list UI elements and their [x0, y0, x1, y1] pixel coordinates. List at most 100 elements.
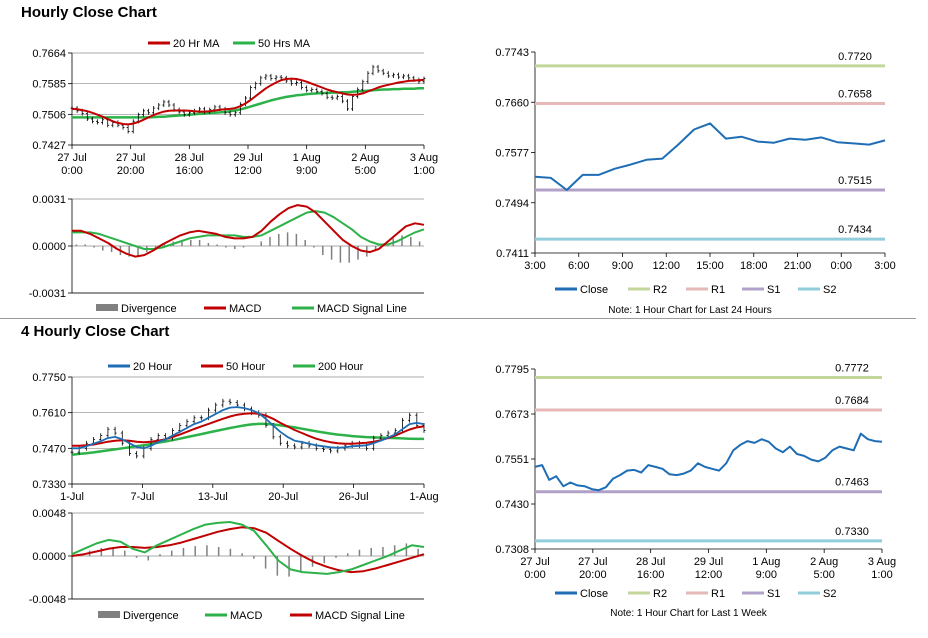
- hourly_levels-xtick-label: 3:00: [874, 260, 895, 272]
- four_hourly_levels-level-label-s1: 0.7463: [835, 477, 869, 489]
- four_hourly_price-ytick-label: 0.7330: [32, 479, 66, 491]
- hourly_levels-ytick-label: 0.7577: [495, 148, 529, 160]
- hourly_price-xtick-label-time: 12:00: [234, 165, 262, 177]
- four_hourly_macd-ytick-label: 0.0048: [32, 508, 66, 520]
- four_hourly_levels-xtick-label-time: 9:00: [756, 569, 777, 581]
- hourly_levels-legend-label-r2: R2: [653, 284, 667, 296]
- hourly_price-xtick-label: 27 Jul: [57, 152, 86, 164]
- hourly_macd-plot: 0.0031 0.0000 -0.0031 Divergence MACD MACD Si…: [29, 194, 425, 315]
- hourly_levels-legend-label-s2: S2: [823, 284, 836, 296]
- four_hourly_levels-xtick-label: 27 Jul: [520, 556, 549, 568]
- hourly_macd-series-macd: [72, 204, 425, 258]
- four_hourly_price-legend-label-20-hour: 20 Hour: [133, 361, 172, 373]
- four_hourly_levels-legend-label-r1: R1: [711, 588, 725, 600]
- hourly_price-xtick-label-time: 9:00: [296, 165, 317, 177]
- four_hourly_levels-level-label-r1: 0.7684: [835, 395, 869, 407]
- four_hourly_macd-series-macd: [71, 521, 425, 575]
- section-divider: [0, 318, 916, 319]
- hourly_levels-level-label-r2: 0.7720: [838, 51, 872, 63]
- four_hourly_macd-legend-label-divergence: Divergence: [123, 610, 179, 622]
- hourly_macd-legend-swatch-divergence: [96, 304, 118, 311]
- four_hourly_price-ytick-label: 0.7750: [32, 372, 66, 384]
- hourly_levels-xtick-label: 9:00: [612, 260, 633, 272]
- hourly_levels-xtick-label: 0:00: [831, 260, 852, 272]
- hourly_macd-ytick-label: 0.0000: [32, 241, 66, 253]
- hourly_levels-xtick-label: 6:00: [568, 260, 589, 272]
- four_hourly_levels-plot: 0.7795 0.7673 0.7551 0.7430 0.7308 0.7772 0.76…: [495, 363, 896, 619]
- four_hourly_price-legend-label-200-hour: 200 Hour: [318, 361, 364, 373]
- four_hourly_price-series-200-hour: [71, 422, 424, 456]
- four_hourly_levels-xtick-label-time: 16:00: [637, 569, 665, 581]
- hourly_levels-ytick-label: 0.7411: [496, 248, 529, 260]
- four_hourly_levels-xtick-label-time: 5:00: [813, 569, 834, 581]
- hourly_levels-ytick-label: 0.7660: [495, 97, 529, 109]
- hourly_levels-ytick-label: 0.7494: [495, 198, 529, 210]
- four_hourly_levels-ytick-label: 0.7795: [495, 364, 529, 376]
- hourly_levels-xtick-label: 3:00: [524, 260, 545, 272]
- four_hourly_levels-legend-label-s2: S2: [823, 588, 836, 600]
- four_hourly_macd-legend-swatch-divergence: [98, 611, 120, 618]
- hourly-section-title: Hourly Close Chart: [21, 4, 157, 21]
- four_hourly_levels-xtick-label-time: 0:00: [524, 569, 545, 581]
- hourly_levels-series-close: [534, 122, 886, 191]
- hourly_levels-legend-label-close: Close: [580, 284, 608, 296]
- four_hourly_price-xtick-label: 26-Jul: [339, 491, 369, 503]
- four_hourly_levels-xtick-label: 2 Aug: [810, 556, 838, 568]
- hourly_macd-legend-label-macd: MACD: [229, 303, 261, 315]
- hourly_levels-note: Note: 1 Hour Chart for Last 24 Hours: [608, 305, 771, 316]
- hourly_price-xtick-label: 1 Aug: [293, 152, 321, 164]
- hourly_levels-legend-label-r1: R1: [711, 284, 725, 296]
- four_hourly_macd-ytick-label: 0.0000: [32, 551, 66, 563]
- four_hourly_macd-ytick-label: -0.0048: [29, 594, 66, 606]
- four_hourly_price-xtick-label: 1-Aug: [409, 491, 438, 503]
- hourly_price-xtick-label-time: 0:00: [61, 165, 82, 177]
- four_hourly_price-series-20-hour: [72, 406, 425, 450]
- hourly_levels-level-label-s1: 0.7515: [838, 175, 872, 187]
- hourly_price-ytick-label: 0.7506: [32, 109, 66, 121]
- four_hourly_price-legend-label-50-hour: 50 Hour: [226, 361, 265, 373]
- four_hourly_levels-series-close: [534, 432, 883, 492]
- hourly_price-xtick-label: 2 Aug: [351, 152, 379, 164]
- four_hourly_price-xtick-label: 13-Jul: [198, 491, 228, 503]
- hourly_levels-level-label-r1: 0.7658: [838, 88, 872, 100]
- four-hourly-section-title: 4 Hourly Close Chart: [21, 323, 170, 340]
- four_hourly_levels-note: Note: 1 Hour Chart for Last 1 Week: [610, 608, 768, 619]
- four_hourly_price-xtick-label: 7-Jul: [130, 491, 154, 503]
- hourly_price-ytick-label: 0.7585: [32, 79, 66, 91]
- four_hourly_levels-xtick-label: 28 Jul: [636, 556, 665, 568]
- four_hourly_levels-level-label-s2: 0.7330: [835, 526, 869, 538]
- hourly_levels-xtick-label: 15:00: [696, 260, 724, 272]
- hourly_levels-xtick-label: 12:00: [652, 260, 680, 272]
- hourly_levels-xtick-label: 18:00: [740, 260, 768, 272]
- four_hourly_price-xtick-label: 1-Jul: [60, 491, 84, 503]
- four_hourly_macd-plot: 0.0048 0.0000 -0.0048 Divergence MACD MACD Si…: [29, 508, 425, 622]
- four_hourly_levels-ytick-label: 0.7308: [495, 544, 529, 556]
- four_hourly_levels-xtick-label: 1 Aug: [752, 556, 780, 568]
- hourly_price-ytick-label: 0.7427: [32, 140, 66, 152]
- hourly_macd-ytick-label: -0.0031: [29, 288, 66, 300]
- four_hourly_price-ytick-label: 0.7470: [32, 443, 66, 455]
- hourly_price-xtick-label: 29 Jul: [233, 152, 262, 164]
- hourly_price-series-50-hrs-ma: [72, 87, 424, 119]
- hourly_price-xtick-label-time: 16:00: [176, 165, 204, 177]
- four_hourly_price-xtick-label: 20-Jul: [268, 491, 298, 503]
- hourly_levels-legend-label-s1: S1: [767, 284, 780, 296]
- four_hourly_levels-xtick-label: 3 Aug: [868, 556, 896, 568]
- hourly_macd-ytick-label: 0.0031: [32, 194, 66, 206]
- hourly_price-series-20-hr-ma: [71, 77, 425, 126]
- four_hourly_price-series-50-hour: [72, 412, 425, 447]
- hourly_macd-series-macd-signal-line: [72, 210, 425, 250]
- four_hourly_levels-level-label-r2: 0.7772: [835, 363, 869, 375]
- four_hourly_levels-ytick-label: 0.7430: [495, 499, 529, 511]
- four_hourly_levels-xtick-label-time: 12:00: [695, 569, 723, 581]
- four_hourly_levels-legend-label-s1: S1: [767, 588, 780, 600]
- four_hourly_macd-legend-label-macd: MACD: [230, 610, 262, 622]
- hourly_price-legend-label-20-hr-ma: 20 Hr MA: [173, 38, 220, 50]
- hourly_price-xtick-label: 3 Aug: [410, 152, 438, 164]
- hourly_price-ytick-label: 0.7664: [32, 48, 66, 60]
- hourly_price-legend-label-50-hrs-ma: 50 Hrs MA: [258, 38, 311, 50]
- four_hourly_levels-legend-label-r2: R2: [653, 588, 667, 600]
